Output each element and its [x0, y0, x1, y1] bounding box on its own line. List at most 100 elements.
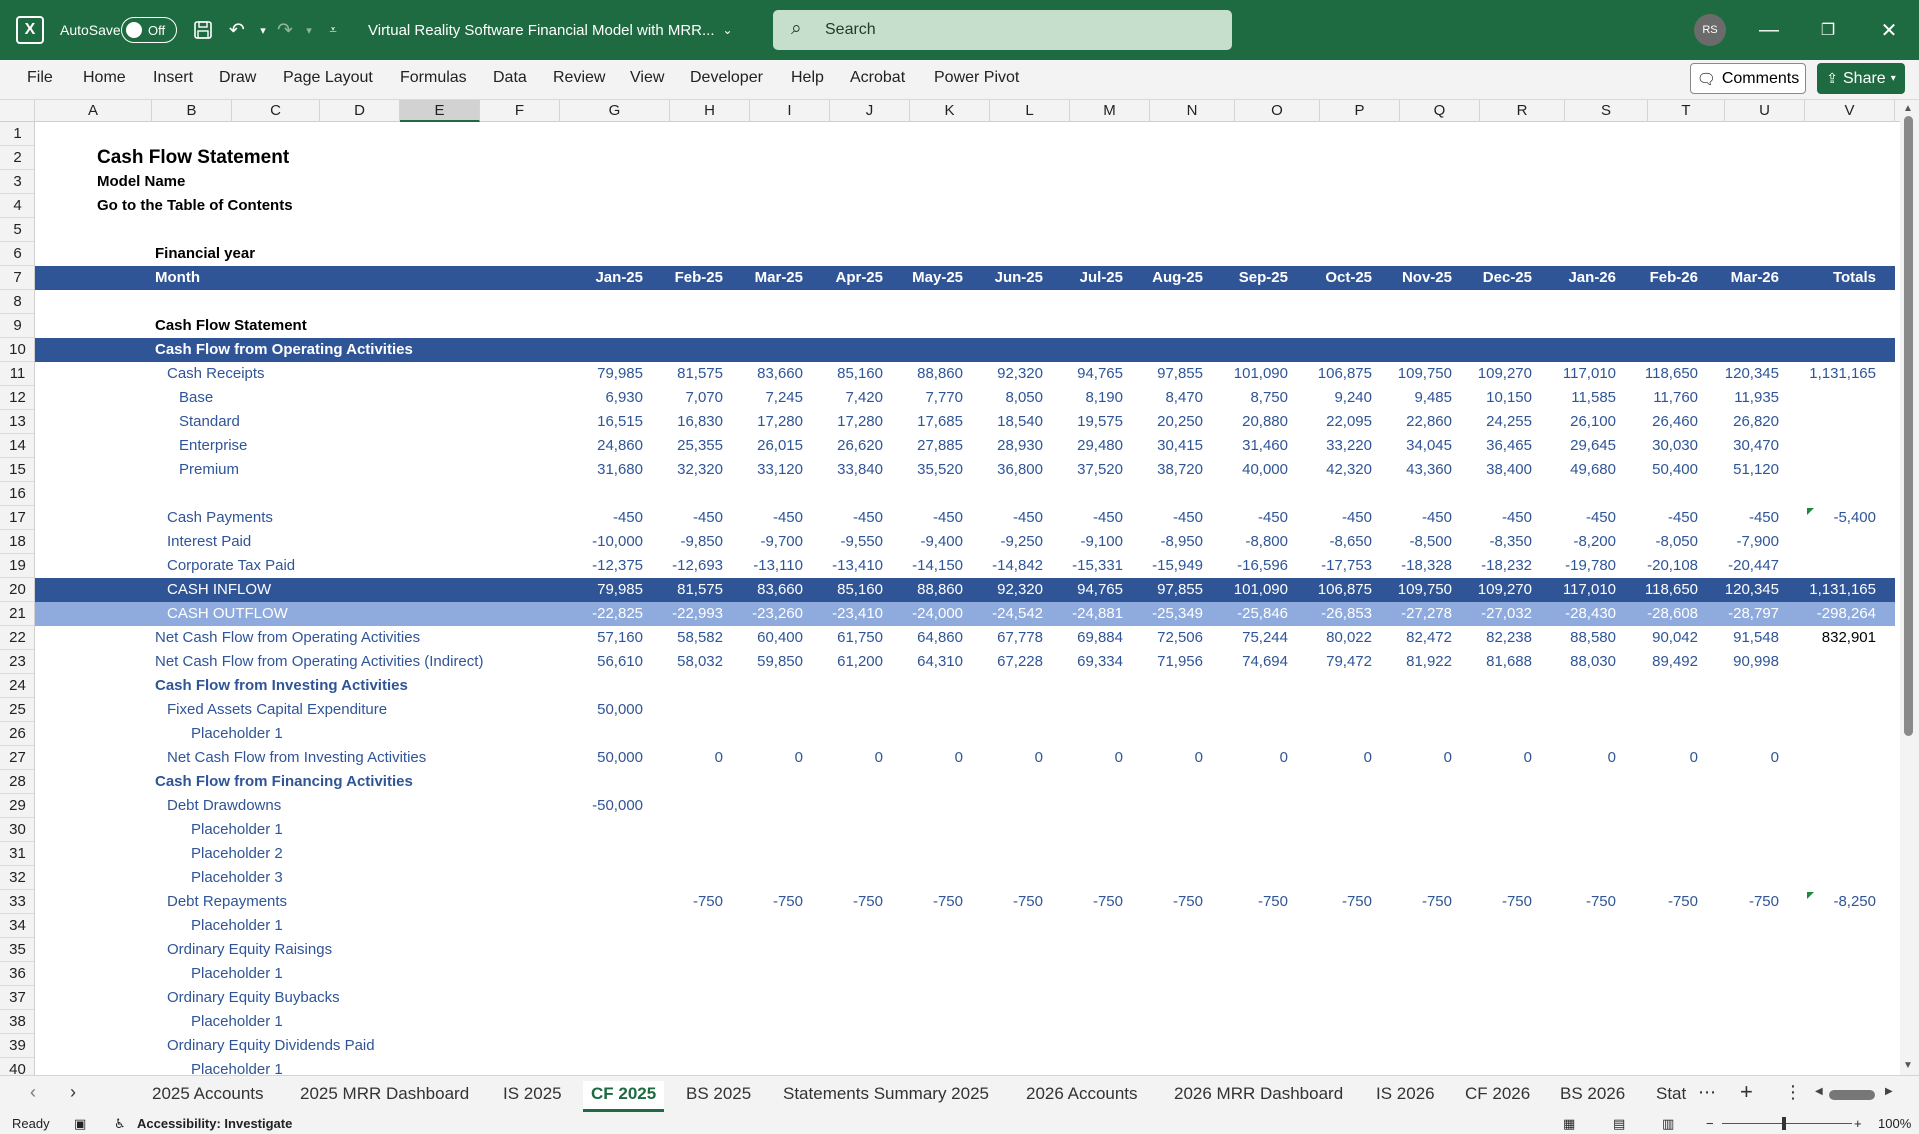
value-cell[interactable]: 0: [1363, 749, 1372, 766]
page-break-view-icon[interactable]: ▥: [1662, 1116, 1675, 1131]
value-cell[interactable]: 81,922: [1406, 653, 1452, 670]
value-cell[interactable]: 118,650: [1644, 581, 1698, 598]
value-cell[interactable]: 0: [1523, 749, 1532, 766]
row-header-26[interactable]: 26: [0, 722, 34, 746]
value-cell[interactable]: -14,150: [912, 557, 963, 574]
value-cell[interactable]: 8,190: [1085, 389, 1123, 406]
value-cell[interactable]: 117,010: [1562, 581, 1616, 598]
value-cell[interactable]: 34,045: [1406, 437, 1452, 454]
value-cell[interactable]: 26,100: [1570, 413, 1616, 430]
column-header-r[interactable]: R: [1480, 100, 1565, 122]
sheet-tab-2026-accounts[interactable]: 2026 Accounts: [1026, 1084, 1138, 1103]
tab-acrobat[interactable]: Acrobat: [850, 69, 906, 86]
value-cell[interactable]: 117,010: [1562, 365, 1616, 382]
value-cell[interactable]: 82,238: [1486, 629, 1532, 646]
value-cell[interactable]: 79,985: [597, 365, 643, 382]
value-cell[interactable]: 36,800: [997, 461, 1043, 478]
row-label-28[interactable]: Cash Flow from Financing Activities: [155, 773, 413, 790]
value-cell[interactable]: -8,650: [1329, 533, 1372, 550]
value-cell[interactable]: 0: [1279, 749, 1288, 766]
macro-record-icon[interactable]: ▣: [74, 1116, 87, 1131]
value-cell[interactable]: -18,232: [1481, 557, 1532, 574]
row-label-36[interactable]: Placeholder 1: [191, 965, 283, 982]
tab-page-layout[interactable]: Page Layout: [283, 69, 373, 86]
value-cell[interactable]: 0: [1034, 749, 1043, 766]
row-header-1[interactable]: 1: [0, 122, 34, 146]
value-cell[interactable]: 81,688: [1486, 653, 1532, 670]
value-cell[interactable]: -750: [772, 893, 803, 910]
value-cell[interactable]: 7,420: [845, 389, 883, 406]
row-header-39[interactable]: 39: [0, 1034, 34, 1058]
value-cell[interactable]: 88,030: [1570, 653, 1616, 670]
row-label-12[interactable]: Base: [179, 389, 214, 406]
value-cell[interactable]: -50,000: [592, 797, 643, 814]
value-cell[interactable]: -450: [1012, 509, 1043, 526]
row-label-23[interactable]: Net Cash Flow from Operating Activities …: [155, 653, 484, 670]
value-cell[interactable]: -14,842: [992, 557, 1043, 574]
value-cell[interactable]: -20,447: [1728, 557, 1779, 574]
sheet-tab-bs-2026[interactable]: BS 2026: [1560, 1084, 1626, 1103]
value-cell[interactable]: -19,780: [1565, 557, 1616, 574]
value-cell[interactable]: 20,880: [1242, 413, 1288, 430]
value-cell[interactable]: 17,280: [837, 413, 883, 430]
value-cell[interactable]: 30,470: [1733, 437, 1779, 454]
row-label-11[interactable]: Cash Receipts: [167, 365, 265, 382]
customize-toolbar-icon[interactable]: ⩡: [329, 22, 337, 37]
value-cell[interactable]: 0: [954, 749, 963, 766]
value-cell[interactable]: 120,345: [1724, 365, 1779, 382]
value-cell[interactable]: -12,375: [592, 557, 643, 574]
value-cell[interactable]: -13,410: [832, 557, 883, 574]
value-cell[interactable]: 58,582: [677, 629, 723, 646]
value-cell[interactable]: 79,985: [597, 581, 643, 598]
horizontal-scrollbar[interactable]: ◀ ▶: [1815, 1086, 1895, 1101]
row-header-37[interactable]: 37: [0, 986, 34, 1010]
value-cell[interactable]: 92,320: [997, 581, 1043, 598]
tab-home[interactable]: Home: [83, 69, 126, 86]
save-icon[interactable]: [190, 15, 216, 45]
value-cell[interactable]: -450: [1667, 509, 1698, 526]
value-cell[interactable]: -750: [932, 893, 963, 910]
value-cell[interactable]: -12,693: [672, 557, 723, 574]
row-label-2[interactable]: Cash Flow Statement: [97, 147, 290, 168]
row-label-17[interactable]: Cash Payments: [167, 509, 273, 526]
value-cell[interactable]: 83,660: [757, 365, 803, 382]
column-header-m[interactable]: M: [1070, 100, 1150, 122]
value-cell[interactable]: -750: [692, 893, 723, 910]
minimize-icon[interactable]: —: [1759, 18, 1779, 41]
column-header-f[interactable]: F: [480, 100, 560, 122]
value-cell[interactable]: 83,660: [757, 581, 803, 598]
value-cell[interactable]: -750: [1667, 893, 1698, 910]
value-cell[interactable]: 37,520: [1077, 461, 1123, 478]
row-label-34[interactable]: Placeholder 1: [191, 917, 283, 934]
value-cell[interactable]: 120,345: [1724, 581, 1779, 598]
value-cell[interactable]: 49,680: [1570, 461, 1616, 478]
row-header-19[interactable]: 19: [0, 554, 34, 578]
value-cell[interactable]: 8,750: [1250, 389, 1288, 406]
value-cell[interactable]: 16,830: [677, 413, 723, 430]
row-label-33[interactable]: Debt Repayments: [167, 893, 288, 910]
value-cell[interactable]: 33,120: [757, 461, 803, 478]
avatar[interactable]: RS: [1694, 14, 1726, 46]
value-cell[interactable]: 9,485: [1414, 389, 1452, 406]
value-cell[interactable]: 6,930: [605, 389, 643, 406]
value-cell[interactable]: -750: [1257, 893, 1288, 910]
document-title[interactable]: Virtual Reality Software Financial Model…: [368, 18, 733, 42]
value-cell[interactable]: -20,108: [1647, 557, 1698, 574]
row-header-15[interactable]: 15: [0, 458, 34, 482]
tab-power-pivot[interactable]: Power Pivot: [934, 69, 1020, 86]
tab-data[interactable]: Data: [493, 69, 527, 86]
row-label-4[interactable]: Go to the Table of Contents: [97, 197, 293, 214]
value-cell[interactable]: -8,800: [1245, 533, 1288, 550]
value-cell[interactable]: 88,580: [1570, 629, 1616, 646]
value-cell[interactable]: -15,949: [1152, 557, 1203, 574]
value-cell[interactable]: 33,840: [837, 461, 883, 478]
value-cell[interactable]: 57,160: [597, 629, 643, 646]
value-cell[interactable]: -450: [692, 509, 723, 526]
value-cell[interactable]: -750: [1421, 893, 1452, 910]
row-header-7[interactable]: 7: [0, 266, 34, 290]
prev-sheet-icon[interactable]: ‹: [30, 1082, 36, 1102]
value-cell[interactable]: -450: [772, 509, 803, 526]
row-header-13[interactable]: 13: [0, 410, 34, 434]
value-cell[interactable]: -16,596: [1237, 557, 1288, 574]
value-cell[interactable]: 67,228: [997, 653, 1043, 670]
